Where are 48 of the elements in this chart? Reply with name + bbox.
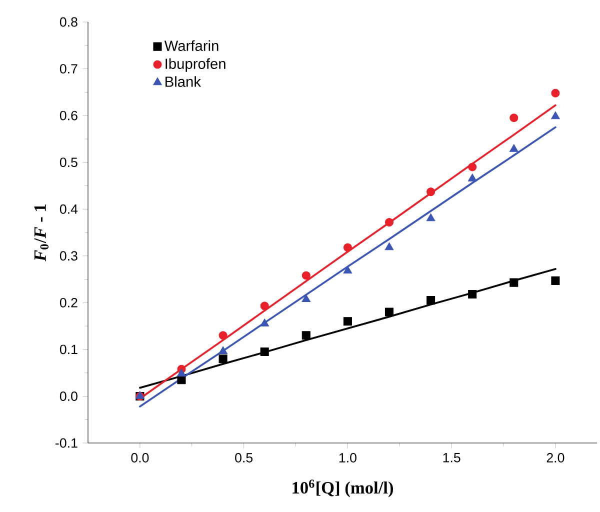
y-tick-label: 0.4	[60, 204, 78, 214]
x-tick-label: 1.5	[443, 453, 460, 462]
point	[302, 331, 310, 340]
point	[509, 144, 518, 152]
point	[510, 114, 518, 122]
y-tick-label: -0.1	[56, 438, 78, 448]
point	[426, 188, 436, 196]
x-tick-label: 0.0	[131, 453, 149, 462]
point	[343, 243, 352, 252]
point	[302, 271, 310, 280]
legend-label: Warfarin	[164, 40, 218, 52]
point	[384, 218, 394, 226]
x-tick-label: 2.0	[546, 453, 564, 462]
y-tick-label: 0.1	[60, 344, 78, 354]
y-tick-label: 0.8	[60, 17, 78, 27]
point	[218, 331, 228, 340]
point	[343, 266, 352, 274]
point	[384, 308, 394, 316]
point	[260, 348, 269, 356]
y-tick-label: 0.3	[60, 251, 78, 261]
point	[384, 242, 394, 250]
y-tick-label: 0.0	[60, 392, 78, 401]
point	[468, 290, 477, 299]
point	[426, 213, 436, 222]
legend-label: Blank	[166, 76, 202, 87]
point	[218, 354, 228, 364]
point	[426, 296, 436, 305]
point	[218, 346, 228, 354]
legend-label: Ibuprofen	[166, 58, 226, 72]
point	[343, 317, 352, 326]
y-tick-label: 0.2	[60, 298, 78, 308]
point	[551, 111, 560, 120]
y-tick-label: 0.7	[60, 64, 78, 74]
x-tick-label: 0.5	[235, 453, 253, 462]
point	[260, 302, 269, 310]
point	[177, 368, 186, 376]
point	[177, 376, 186, 384]
point	[260, 318, 270, 326]
point	[510, 278, 518, 287]
x-tick-label: 1.0	[339, 453, 356, 462]
x-axis-title: 10$^{6}$[Q] (mol/l)	[292, 480, 394, 498]
point	[551, 276, 560, 285]
point	[468, 174, 477, 182]
point	[551, 88, 560, 98]
point	[468, 162, 477, 172]
y-tick-label: 0.5	[60, 158, 78, 168]
y-tick-label: 0.6	[60, 110, 78, 120]
point	[302, 294, 311, 302]
